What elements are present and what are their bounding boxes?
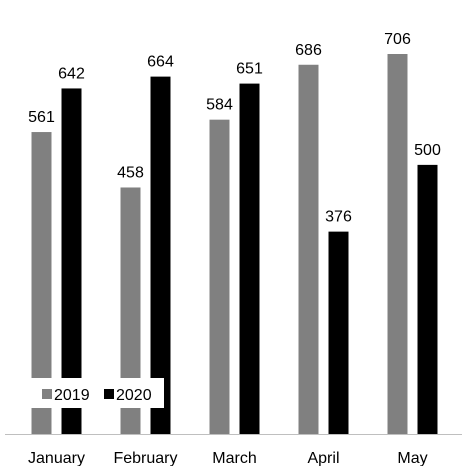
bar-2020-march bbox=[239, 83, 260, 434]
legend: 2019 2020 bbox=[30, 378, 164, 408]
x-tick-label-january: January bbox=[28, 450, 85, 466]
x-tick-label-february: February bbox=[113, 450, 177, 466]
bar-2020-february bbox=[150, 76, 171, 435]
bar-2019-february bbox=[120, 187, 141, 434]
bar-2019-april bbox=[298, 64, 319, 434]
bar-2019-may bbox=[387, 54, 408, 434]
data-label-2020-march: 651 bbox=[236, 61, 263, 78]
bar-2020-january bbox=[61, 88, 82, 434]
data-label-2019-may: 706 bbox=[384, 31, 411, 48]
bar-2019-march bbox=[209, 119, 230, 435]
data-label-2020-may: 500 bbox=[414, 142, 441, 159]
x-tick-label-may: May bbox=[397, 450, 427, 466]
data-label-2020-february: 664 bbox=[147, 54, 174, 71]
data-label-2020-january: 642 bbox=[58, 65, 85, 82]
value-labels-group: 561 642 458 664 584 651 686 376 706 500 bbox=[28, 31, 441, 226]
bars-group bbox=[31, 54, 438, 435]
bar-2019-january bbox=[31, 132, 52, 435]
legend-swatch-2020 bbox=[104, 389, 114, 399]
data-label-2019-january: 561 bbox=[28, 109, 55, 126]
x-tick-label-march: March bbox=[212, 450, 256, 466]
data-label-2019-march: 584 bbox=[206, 97, 233, 114]
data-label-2020-april: 376 bbox=[325, 209, 352, 226]
legend-background bbox=[30, 378, 164, 408]
legend-label-2020: 2020 bbox=[116, 387, 152, 404]
data-label-2019-april: 686 bbox=[295, 42, 322, 59]
x-tick-label-april: April bbox=[307, 450, 339, 466]
bar-2020-april bbox=[328, 231, 349, 434]
legend-label-2019: 2019 bbox=[54, 387, 90, 404]
bar-2020-may bbox=[417, 164, 438, 434]
x-tick-labels-group: January February March April May bbox=[28, 450, 428, 466]
data-label-2019-february: 458 bbox=[117, 164, 144, 181]
legend-swatch-2019 bbox=[42, 389, 52, 399]
